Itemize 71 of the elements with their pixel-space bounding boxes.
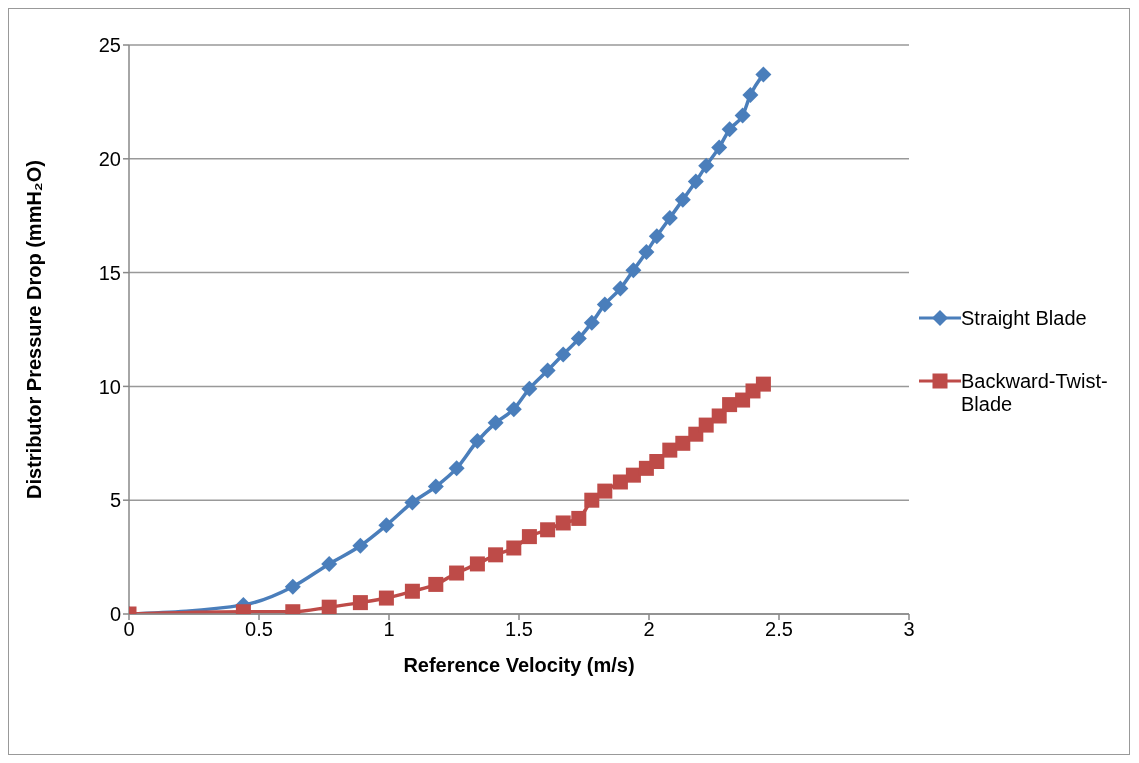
point — [521, 529, 537, 545]
y-tick-label: 10 — [98, 375, 121, 398]
point — [428, 576, 444, 592]
point — [321, 555, 338, 572]
point — [506, 540, 522, 556]
point — [469, 433, 486, 450]
x-tick-label: 1 — [383, 618, 395, 641]
point — [755, 376, 771, 392]
point — [469, 556, 485, 572]
point — [583, 314, 600, 331]
point — [711, 139, 728, 156]
x-tick-label: 2 — [643, 618, 655, 641]
point — [625, 262, 642, 279]
y-tick-label: 15 — [98, 261, 121, 284]
point — [755, 66, 772, 83]
point — [675, 435, 691, 451]
point — [427, 478, 444, 495]
y-tick-label: 0 — [109, 603, 121, 626]
point — [555, 346, 572, 363]
point — [448, 460, 465, 477]
point — [570, 330, 587, 347]
x-axis-title: Reference Velocity (m/s) — [403, 654, 635, 676]
point — [596, 296, 613, 313]
y-tick-label: 25 — [98, 34, 121, 57]
point — [584, 492, 600, 508]
point — [378, 517, 395, 534]
y-tick-label: 20 — [98, 147, 121, 170]
point — [638, 244, 655, 261]
point — [625, 467, 641, 483]
y-axis-title: Distributor Pressure Drop (mmH₂O) — [23, 160, 45, 499]
x-tick-label: 0 — [123, 618, 135, 641]
x-tick-label: 0.5 — [245, 618, 273, 641]
point — [735, 392, 751, 408]
x-tick-label: 3 — [903, 618, 915, 641]
point — [711, 408, 727, 424]
point — [698, 157, 715, 174]
point — [698, 417, 714, 433]
point — [648, 228, 665, 245]
point — [505, 401, 522, 418]
point — [352, 595, 368, 611]
point — [540, 522, 556, 538]
point — [404, 583, 420, 599]
point — [734, 107, 751, 124]
point — [612, 474, 628, 490]
point — [612, 280, 629, 297]
point — [404, 494, 421, 511]
point — [378, 590, 394, 606]
point — [649, 454, 665, 470]
point — [449, 565, 465, 581]
point — [661, 209, 678, 226]
point — [674, 191, 691, 208]
point — [488, 547, 504, 563]
point — [487, 414, 504, 431]
legend-label: Straight Blade — [961, 307, 1087, 330]
point — [555, 515, 571, 531]
point — [687, 173, 704, 190]
point — [662, 442, 678, 458]
point — [539, 362, 556, 379]
point — [352, 537, 369, 554]
point — [284, 578, 301, 595]
point — [721, 121, 738, 138]
point — [597, 483, 613, 499]
legend-label: Backward-Twist-Blade — [961, 370, 1109, 416]
point — [722, 397, 738, 413]
point — [321, 599, 337, 614]
point — [742, 87, 759, 104]
x-tick-label: 2.5 — [765, 618, 793, 641]
y-tick-label: 5 — [109, 489, 121, 512]
point — [521, 380, 538, 397]
point — [571, 510, 587, 526]
x-tick-label: 1.5 — [505, 618, 533, 641]
